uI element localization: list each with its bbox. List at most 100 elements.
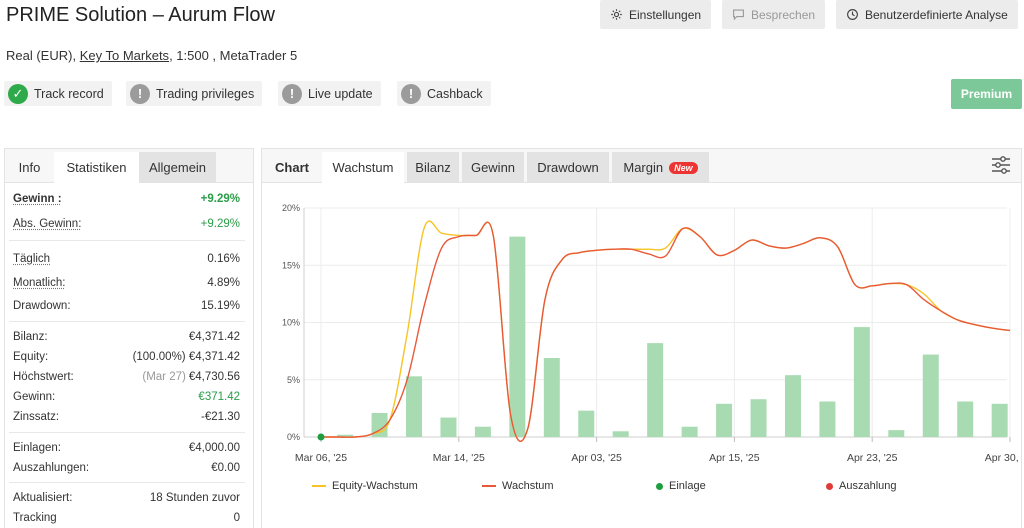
tab-gewinn[interactable]: Gewinn [462, 152, 524, 183]
stat-label: Zinssatz: [13, 411, 60, 423]
filter-settings-icon[interactable] [991, 156, 1011, 174]
growth-bar [888, 430, 905, 437]
stat-label: Drawdown: [13, 300, 71, 312]
tab-info[interactable]: Info [18, 160, 41, 175]
stat-auszahlungen: Auszahlungen: €0.00 [13, 458, 240, 478]
badge-live-update[interactable]: ! Live update [278, 81, 381, 106]
tab-margin[interactable]: Margin New [612, 152, 709, 183]
legend-label: Auszahlung [839, 480, 897, 492]
stat-einlagen: Einlagen: €4,000.00 [13, 438, 240, 458]
legend-dot-swatch [826, 482, 833, 490]
stat-label: Höchstwert: [13, 371, 74, 383]
divider [9, 321, 245, 322]
broker-link[interactable]: Key To Markets [79, 48, 170, 63]
badge-trading-privileges[interactable]: ! Trading privileges [126, 81, 263, 106]
stats-panel: Info Statistiken Allgemein Gewinn : +9.2… [4, 148, 254, 528]
stat-prefix: (Mar 27) [142, 371, 186, 383]
custom-analysis-button-label: Benutzerdefinierte Analyse [865, 7, 1008, 22]
chart-tabs: Chart Wachstum Bilanz Gewinn Drawdown Ma… [262, 149, 1021, 183]
legend-label: Equity-Wachstum [332, 480, 418, 492]
stat-abs-gewinn: Abs. Gewinn: +9.29% [13, 214, 240, 234]
tab-wachstum[interactable]: Wachstum [322, 152, 404, 183]
account-info: Real (EUR), Key To Markets, 1:500 , Meta… [6, 48, 297, 63]
exclamation-icon: ! [282, 83, 302, 104]
y-tick-label: 5% [287, 375, 300, 385]
growth-bar [750, 399, 767, 437]
einlage-marker [317, 433, 325, 441]
gear-icon [611, 9, 622, 20]
divider [9, 482, 245, 483]
discuss-button-label: Besprechen [751, 7, 816, 22]
growth-bar [406, 376, 423, 437]
stat-value: €4,000.00 [188, 442, 240, 454]
legend-label: Wachstum [502, 480, 554, 492]
stat-label: Tracking [13, 512, 57, 524]
legend-auszahlung[interactable]: Auszahlung [826, 480, 897, 492]
settings-button-label: Einstellungen [629, 7, 702, 22]
chat-icon [733, 9, 744, 21]
growth-bar [853, 327, 870, 437]
settings-button[interactable]: Einstellungen [600, 0, 712, 29]
legend-einlage[interactable]: Einlage [656, 480, 706, 492]
stat-value-group: (Mar 27) €4,730.56 [142, 371, 240, 383]
divider [9, 240, 245, 241]
stat-label[interactable]: Gewinn : [13, 193, 62, 205]
exclamation-icon: ! [401, 83, 421, 104]
legend-dot-swatch [656, 482, 663, 490]
stat-value: €4,730.56 [188, 371, 240, 383]
stat-value: €371.42 [198, 391, 240, 403]
stat-label[interactable]: Abs. Gewinn: [13, 218, 82, 230]
stat-label: Bilanz: [13, 331, 48, 343]
x-tick-label: Mar 06, '25 [295, 452, 347, 464]
growth-bar [716, 403, 733, 437]
growth-bar [543, 357, 560, 437]
stat-hoechstwert: Höchstwert: (Mar 27) €4,730.56 [13, 367, 240, 387]
account-type: Real (EUR), [6, 48, 77, 63]
growth-bar [819, 401, 836, 437]
tab-statistiken[interactable]: Statistiken [54, 152, 139, 183]
x-tick-label: Apr 23, '25 [847, 452, 898, 464]
stat-gewinn-abs: Gewinn: €371.42 [13, 387, 240, 407]
stat-label: Gewinn: [13, 391, 56, 403]
exclamation-icon: ! [130, 83, 150, 104]
stat-label[interactable]: Täglich [13, 253, 51, 265]
tab-drawdown[interactable]: Drawdown [527, 152, 609, 183]
growth-bar [681, 426, 698, 437]
stat-value: 0.16% [207, 253, 240, 265]
badge-label: Trading privileges [156, 86, 255, 101]
badge-label: Cashback [427, 86, 483, 101]
custom-analysis-button[interactable]: Benutzerdefinierte Analyse [836, 0, 1018, 29]
growth-bar [922, 354, 939, 437]
growth-bar [647, 343, 664, 437]
stat-value: 18 Stunden zuvor [149, 492, 240, 504]
stat-value: €4,371.42 [188, 351, 240, 363]
tab-allgemein[interactable]: Allgemein [139, 152, 216, 183]
legend-equity-wachstum[interactable]: Equity-Wachstum [312, 480, 418, 492]
growth-bar [957, 401, 974, 437]
stat-drawdown: Drawdown: 15.19% [13, 296, 240, 316]
stat-value: €4,371.42 [188, 331, 240, 343]
stat-bilanz: Bilanz: €4,371.42 [13, 327, 240, 347]
equity-wachstum-line [321, 220, 1011, 442]
stat-label[interactable]: Monatlich: [13, 277, 66, 289]
discuss-button[interactable]: Besprechen [722, 0, 826, 29]
badge-cashback[interactable]: ! Cashback [397, 81, 491, 106]
stat-value: +9.29% [200, 193, 240, 205]
premium-button[interactable]: Premium [951, 79, 1022, 109]
growth-bar [991, 403, 1008, 437]
badge-track-record[interactable]: ✓ Track record [4, 81, 112, 106]
legend-line-swatch [312, 485, 326, 487]
growth-bar [337, 434, 354, 437]
stat-monatlich: Monatlich: 4.89% [13, 273, 240, 293]
stat-tracking: Tracking 0 [13, 508, 240, 528]
legend-label: Einlage [669, 480, 706, 492]
account-details: , 1:500 , MetaTrader 5 [169, 48, 298, 63]
stat-label: Auszahlungen: [13, 462, 90, 474]
stat-value: €0.00 [211, 462, 240, 474]
stat-value: -€21.30 [200, 411, 240, 423]
legend-wachstum[interactable]: Wachstum [482, 480, 554, 492]
y-tick-label: 0% [287, 432, 300, 442]
stat-gewinn: Gewinn : +9.29% [13, 189, 240, 209]
growth-bar [612, 431, 629, 437]
tab-bilanz[interactable]: Bilanz [407, 152, 459, 183]
